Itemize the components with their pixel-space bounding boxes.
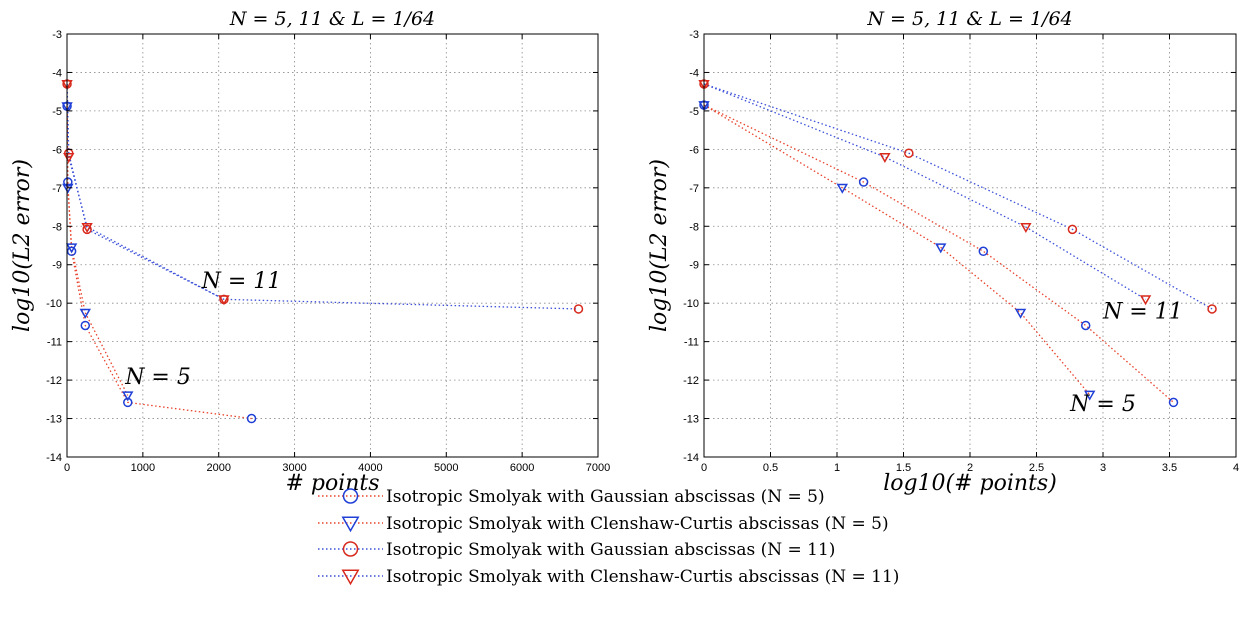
series-0-point: [978, 246, 989, 257]
y-tick-label: -9: [52, 260, 62, 272]
y-axis-label: log10(L2 error): [647, 159, 672, 332]
series-0-point: [246, 413, 257, 424]
series-3-point: [1139, 295, 1152, 306]
y-tick-label: -13: [683, 414, 699, 426]
chart-title: N = 5, 11 & L = 1/64: [229, 8, 435, 30]
series-2-point: [904, 148, 914, 158]
legend: Isotropic Smolyak with Gaussian abscissa…: [318, 487, 899, 587]
y-tick-label: -5: [52, 106, 62, 118]
series-line-2: [703, 83, 1213, 310]
chart-title: N = 5, 11 & L = 1/64: [866, 8, 1072, 30]
x-tick-label: 0: [701, 462, 707, 474]
series-2-point: [573, 304, 584, 314]
annotation-label: N = 11: [1102, 300, 1183, 325]
legend-label-0: Isotropic Smolyak with Gaussian abscissa…: [386, 487, 825, 507]
series-3-point: [1020, 222, 1032, 233]
x-tick-label: 4000: [358, 462, 382, 474]
chart-right: 0 0.5 1 1.5 2 2.5 3 3.5 4 -14 -13 -12 -11 -10 -9 -8 -7 -6…: [647, 8, 1239, 496]
y-tick-label: -12: [46, 375, 62, 387]
series-line-3: [66, 83, 225, 300]
axes-box: [66, 33, 599, 458]
x-tick-label: 6000: [510, 462, 534, 474]
y-tick-label: -3: [52, 29, 62, 41]
y-tick-label: -11: [47, 337, 62, 349]
series-1-point: [122, 391, 134, 402]
legend-marker-1: [341, 516, 360, 533]
y-tick-label: -4: [689, 67, 699, 79]
y-tick-label: -6: [689, 144, 699, 156]
y-tick-label: -6: [52, 144, 62, 156]
legend-marker-3: [341, 569, 360, 586]
annotation-label: N = 11: [201, 269, 282, 294]
legend-label-3: Isotropic Smolyak with Clenshaw-Curtis a…: [386, 567, 899, 587]
y-tick-label: -14: [46, 452, 62, 464]
series-0-point: [858, 177, 869, 187]
annotation-label: N = 5: [1069, 392, 1136, 417]
series-0-point: [63, 177, 73, 187]
y-tick-label: -8: [52, 221, 62, 233]
legend-label-2: Isotropic Smolyak with Gaussian abscissa…: [386, 540, 835, 560]
y-tick-label: -4: [52, 67, 62, 79]
series-3-point: [879, 153, 891, 163]
y-tick-label: -8: [689, 221, 699, 233]
x-tick-label: 3: [1100, 462, 1106, 474]
x-tick-label: 2: [967, 462, 973, 474]
y-axis-label: log10(L2 error): [10, 159, 35, 332]
y-tick-label: -14: [683, 452, 699, 464]
x-tick-label: 1000: [131, 462, 155, 474]
x-axis-label: log10(# points): [883, 471, 1057, 496]
series-0-point: [1168, 397, 1179, 408]
y-tick-label: -7: [52, 183, 62, 195]
series-1-point: [836, 183, 849, 194]
series-1-point: [65, 243, 78, 254]
y-tick-label: -12: [683, 375, 699, 387]
series-2-point: [1067, 224, 1078, 235]
annotation-label: N = 5: [124, 365, 191, 390]
series-2-point: [82, 224, 92, 235]
y-tick-label: -11: [684, 337, 699, 349]
y-tick-label: -10: [46, 298, 62, 310]
x-tick-label: 2000: [206, 462, 230, 474]
chart-left: 0 1000 2000 3000 4000 5000 6000 7000 -14 -13 -12 -1…: [10, 8, 610, 496]
series-1-point: [1084, 390, 1096, 401]
x-tick-label: 0.5: [763, 462, 778, 474]
series-0-point: [80, 320, 91, 331]
legend-marker-0: [342, 488, 359, 504]
series-1-point: [1014, 308, 1027, 319]
series-line-0: [703, 104, 1174, 403]
y-tick-label: -13: [46, 414, 62, 426]
legend-marker-2: [342, 541, 359, 557]
y-tick-label: -10: [683, 298, 699, 310]
series-line-0: [66, 106, 252, 420]
series-3-point: [218, 295, 230, 306]
x-tick-label: 7000: [586, 462, 610, 474]
y-tick-label: -7: [689, 183, 699, 195]
y-tick-label: -5: [689, 106, 699, 118]
series-0-point: [1080, 320, 1091, 331]
x-axis-label: # points: [285, 471, 379, 496]
series-1-point: [79, 308, 91, 319]
series-1-point: [62, 183, 74, 194]
legend-label-1: Isotropic Smolyak with Clenshaw-Curtis a…: [386, 514, 889, 534]
x-tick-label: 1.5: [896, 462, 911, 474]
series-line-1: [703, 104, 1091, 396]
x-tick-label: 5000: [434, 462, 458, 474]
x-tick-label: 0: [64, 462, 70, 474]
series-1-point: [935, 243, 947, 254]
series-2-point: [1207, 304, 1217, 314]
x-tick-label: 1: [834, 462, 840, 474]
series-line-2: [66, 83, 579, 310]
series-0-point: [66, 246, 77, 257]
y-tick-label: -3: [689, 29, 699, 41]
series-3-point: [81, 222, 93, 233]
x-tick-label: 4: [1233, 462, 1239, 474]
x-tick-label: 3.5: [1162, 462, 1177, 474]
x-tick-label: 3000: [282, 462, 306, 474]
y-tick-label: -9: [689, 260, 699, 272]
x-tick-label: 2.5: [1029, 462, 1044, 474]
